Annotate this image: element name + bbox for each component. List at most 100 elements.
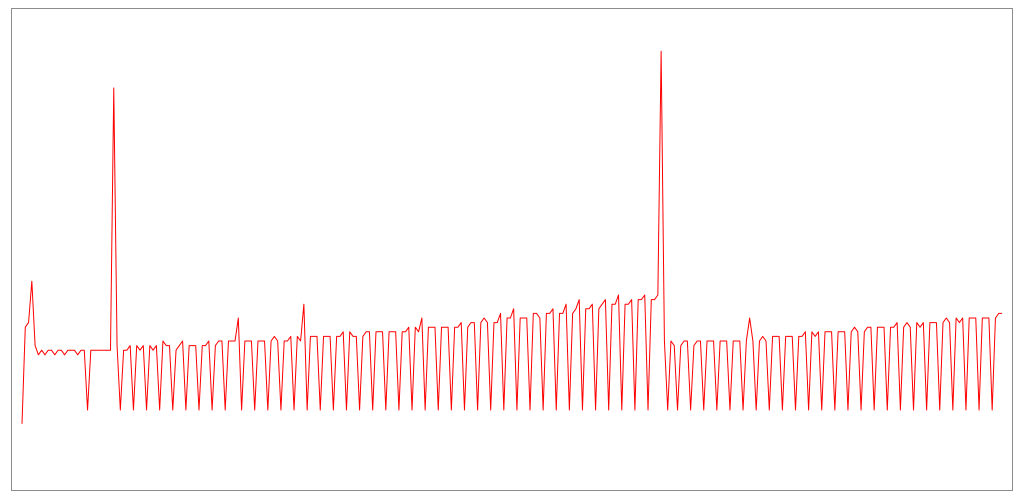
data-point bbox=[972, 317, 973, 318]
data-point bbox=[693, 345, 694, 346]
data-point bbox=[962, 317, 963, 318]
data-point bbox=[333, 409, 334, 410]
data-point bbox=[67, 350, 68, 351]
data-point bbox=[162, 340, 163, 341]
data-point bbox=[779, 336, 780, 337]
data-point bbox=[136, 345, 137, 346]
data-point bbox=[661, 51, 662, 52]
data-point bbox=[985, 317, 986, 318]
data-point bbox=[742, 409, 743, 410]
data-point bbox=[54, 354, 55, 355]
data-point bbox=[48, 350, 49, 351]
data-point bbox=[939, 409, 940, 410]
data-point bbox=[890, 327, 891, 328]
data-point bbox=[143, 345, 144, 346]
data-point bbox=[300, 340, 301, 341]
data-point bbox=[897, 322, 898, 323]
data-point bbox=[624, 304, 625, 305]
data-point bbox=[952, 409, 953, 410]
data-point bbox=[179, 345, 180, 346]
data-point bbox=[562, 313, 563, 314]
data-point bbox=[998, 313, 999, 314]
data-point bbox=[565, 304, 566, 305]
data-point bbox=[720, 340, 721, 341]
data-point bbox=[582, 409, 583, 410]
data-point bbox=[464, 409, 465, 410]
data-point bbox=[942, 322, 943, 323]
data-point bbox=[631, 299, 632, 300]
data-point bbox=[736, 340, 737, 341]
data-point bbox=[959, 322, 960, 323]
data-point bbox=[146, 409, 147, 410]
data-point bbox=[323, 336, 324, 337]
data-point bbox=[798, 336, 799, 337]
data-point bbox=[120, 409, 121, 410]
data-point bbox=[212, 409, 213, 410]
data-point bbox=[307, 409, 308, 410]
data-point bbox=[451, 409, 452, 410]
data-point bbox=[792, 336, 793, 337]
data-point bbox=[149, 345, 150, 346]
data-point bbox=[359, 409, 360, 410]
data-point bbox=[690, 409, 691, 410]
data-point bbox=[543, 409, 544, 410]
data-point bbox=[539, 317, 540, 318]
data-point bbox=[113, 87, 114, 88]
data-point bbox=[556, 409, 557, 410]
data-point bbox=[526, 317, 527, 318]
data-point bbox=[910, 327, 911, 328]
data-point bbox=[703, 409, 704, 410]
data-point bbox=[700, 340, 701, 341]
data-point bbox=[441, 327, 442, 328]
data-point bbox=[769, 409, 770, 410]
data-point bbox=[634, 409, 635, 410]
data-point bbox=[284, 340, 285, 341]
data-point bbox=[192, 345, 193, 346]
data-point bbox=[697, 340, 698, 341]
data-point bbox=[139, 350, 140, 351]
data-point bbox=[218, 340, 219, 341]
data-point bbox=[339, 336, 340, 337]
data-point bbox=[343, 331, 344, 332]
data-point bbox=[664, 340, 665, 341]
data-point bbox=[290, 336, 291, 337]
data-point bbox=[313, 336, 314, 337]
data-point bbox=[615, 304, 616, 305]
data-point bbox=[94, 350, 95, 351]
data-point bbox=[677, 409, 678, 410]
data-point bbox=[788, 336, 789, 337]
data-point bbox=[274, 336, 275, 337]
data-point bbox=[818, 331, 819, 332]
data-point bbox=[978, 409, 979, 410]
data-point bbox=[956, 317, 957, 318]
data-point bbox=[375, 331, 376, 332]
data-point bbox=[64, 354, 65, 355]
data-point bbox=[169, 345, 170, 346]
data-point bbox=[860, 409, 861, 410]
data-point bbox=[74, 350, 75, 351]
data-point bbox=[28, 322, 29, 323]
data-point bbox=[772, 336, 773, 337]
data-point bbox=[366, 331, 367, 332]
data-point bbox=[874, 409, 875, 410]
data-point bbox=[726, 340, 727, 341]
data-point bbox=[41, 350, 42, 351]
data-point bbox=[575, 308, 576, 309]
data-point bbox=[713, 340, 714, 341]
data-point bbox=[687, 340, 688, 341]
data-point bbox=[801, 336, 802, 337]
data-point bbox=[919, 327, 920, 328]
data-point bbox=[251, 340, 252, 341]
data-point bbox=[198, 409, 199, 410]
data-point bbox=[415, 327, 416, 328]
data-point bbox=[847, 409, 848, 410]
data-point bbox=[71, 350, 72, 351]
data-point bbox=[929, 322, 930, 323]
data-point bbox=[828, 331, 829, 332]
data-point bbox=[559, 313, 560, 314]
data-point bbox=[595, 409, 596, 410]
data-point bbox=[657, 294, 658, 295]
data-point bbox=[716, 409, 717, 410]
data-point bbox=[602, 304, 603, 305]
data-point bbox=[867, 327, 868, 328]
